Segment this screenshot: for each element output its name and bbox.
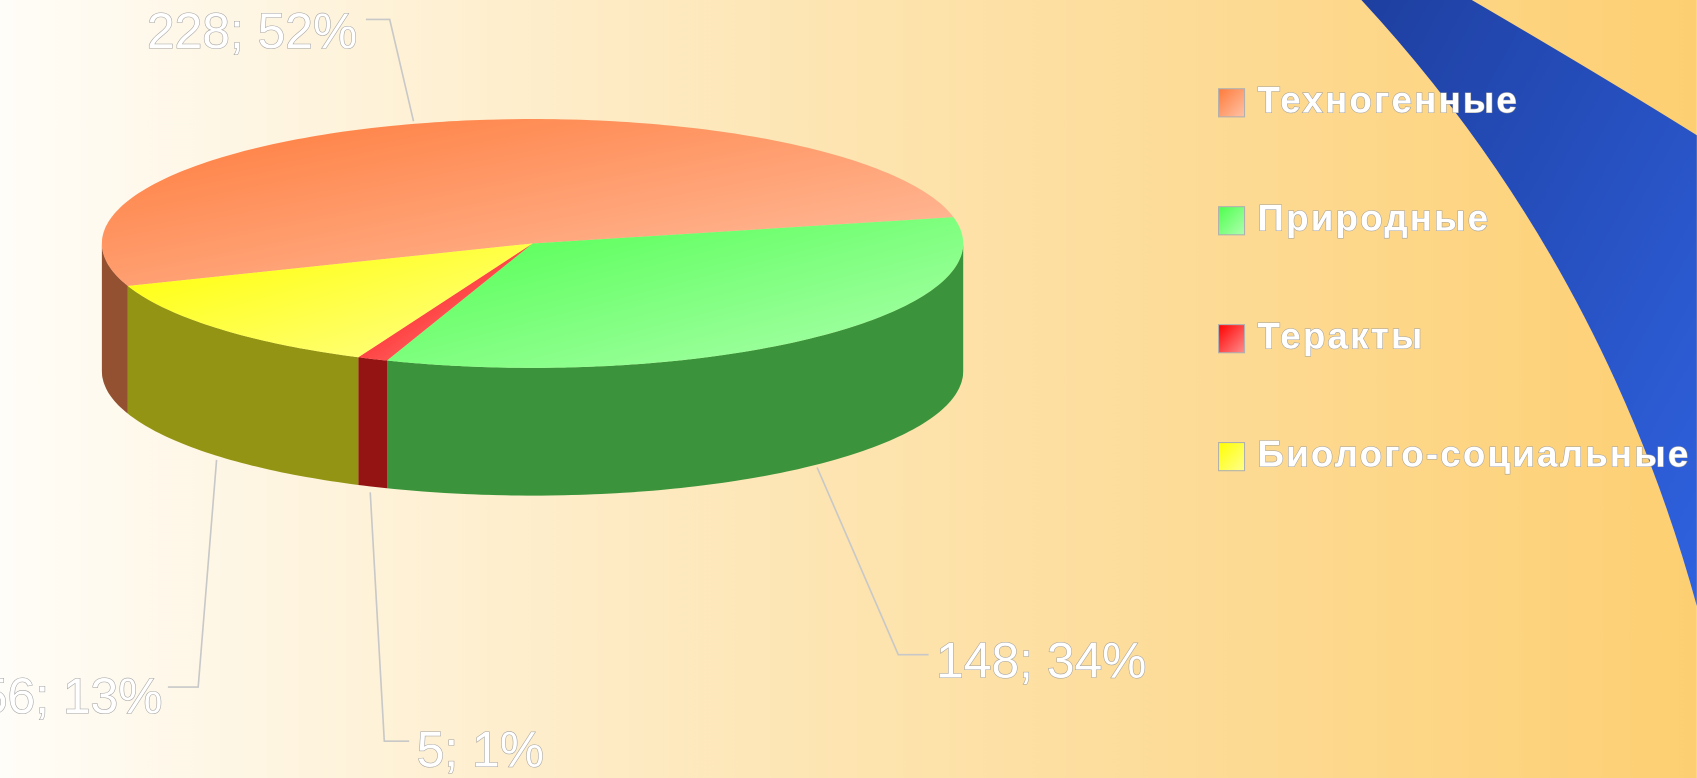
pie [102, 119, 963, 496]
page: {"chart_data": {"type": "pie", "categori… [0, 0, 1697, 778]
legend-swatch [1219, 89, 1245, 117]
legend-label: Биолого-социальные [1258, 433, 1691, 474]
legend-swatch [1219, 207, 1245, 235]
data-label: 228; 52% [147, 3, 357, 59]
data-label: 148; 34% [936, 633, 1146, 689]
legend-swatch [1219, 325, 1245, 353]
legend-swatch [1219, 443, 1245, 471]
data-label: 5; 1% [417, 721, 544, 777]
data-label: 56; 13% [0, 668, 162, 724]
legend-label: Природные [1258, 197, 1491, 238]
legend-label: Теракты [1258, 315, 1425, 356]
pie-slice-side [358, 357, 387, 488]
legend-label: Техногенные [1258, 80, 1520, 121]
chart: 228; 52% 148; 34% 5; 1% 56; 13% Техногенные… [0, 0, 1697, 778]
